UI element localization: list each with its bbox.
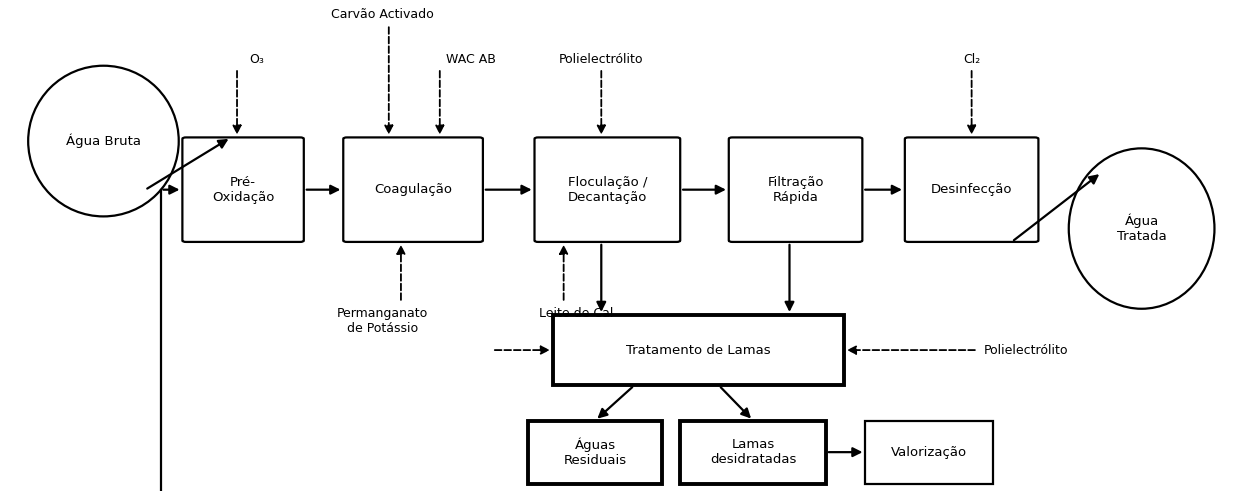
Text: Carvão Activado: Carvão Activado bbox=[331, 8, 434, 21]
Text: WAC AB: WAC AB bbox=[446, 53, 496, 65]
Text: Polielectrólito: Polielectrólito bbox=[559, 53, 643, 65]
FancyBboxPatch shape bbox=[343, 137, 483, 242]
Text: Valorização: Valorização bbox=[891, 445, 968, 459]
Text: Lamas
desidratadas: Lamas desidratadas bbox=[710, 438, 797, 466]
Text: Coagulação: Coagulação bbox=[374, 183, 452, 196]
Bar bbox=[680, 421, 826, 484]
Text: Tratamento de Lamas: Tratamento de Lamas bbox=[626, 344, 771, 357]
Text: Água
Tratada: Água Tratada bbox=[1116, 214, 1166, 244]
Text: Cl₂: Cl₂ bbox=[963, 53, 980, 65]
FancyBboxPatch shape bbox=[534, 137, 680, 242]
Text: Floculação /
Decantação: Floculação / Decantação bbox=[567, 176, 647, 204]
Text: Polielectrólito: Polielectrólito bbox=[984, 344, 1068, 357]
Ellipse shape bbox=[1069, 148, 1214, 309]
Ellipse shape bbox=[28, 66, 178, 216]
Text: Água Bruta: Água Bruta bbox=[66, 134, 141, 148]
Text: Permanganato
de Potássio: Permanganato de Potássio bbox=[337, 307, 429, 335]
Text: Filtração
Rápida: Filtração Rápida bbox=[767, 176, 824, 204]
FancyBboxPatch shape bbox=[729, 137, 862, 242]
Text: Águas
Residuais: Águas Residuais bbox=[564, 437, 627, 467]
Bar bbox=[865, 421, 992, 484]
FancyBboxPatch shape bbox=[904, 137, 1038, 242]
Text: O₃: O₃ bbox=[249, 53, 264, 65]
Bar bbox=[553, 315, 844, 385]
FancyBboxPatch shape bbox=[182, 137, 304, 242]
Text: Pré-
Oxidação: Pré- Oxidação bbox=[212, 176, 274, 204]
Text: Desinfecção: Desinfecção bbox=[930, 183, 1012, 196]
Text: Leite de Cal: Leite de Cal bbox=[539, 307, 613, 319]
Bar bbox=[528, 421, 662, 484]
